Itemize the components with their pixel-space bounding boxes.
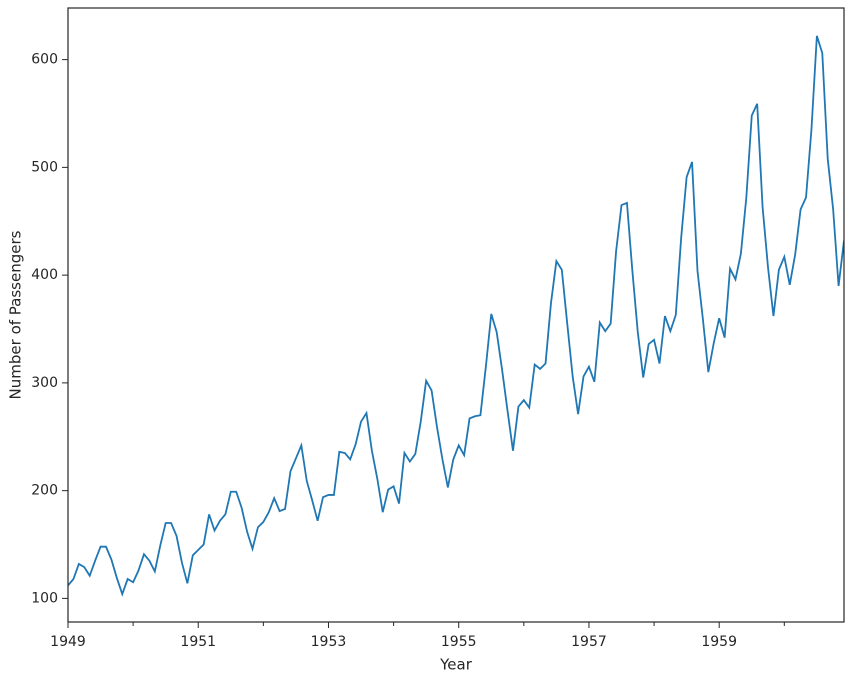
y-tick-label: 200 xyxy=(31,483,58,499)
y-tick-label: 400 xyxy=(31,267,58,283)
x-tick-label: 1953 xyxy=(311,634,347,650)
y-tick-label: 100 xyxy=(31,590,58,606)
y-tick-label: 300 xyxy=(31,375,58,391)
x-axis-label: Year xyxy=(439,656,473,674)
x-tick-label: 1959 xyxy=(701,634,737,650)
x-tick-label: 1955 xyxy=(441,634,477,650)
series-line xyxy=(68,35,844,597)
x-tick-label: 1949 xyxy=(50,634,86,650)
y-tick-label: 600 xyxy=(31,52,58,68)
y-tick-label: 500 xyxy=(31,159,58,175)
y-axis-label: Number of Passengers xyxy=(7,230,25,399)
x-tick-label: 1951 xyxy=(180,634,216,650)
plot-frame xyxy=(67,7,845,623)
x-tick-label: 1957 xyxy=(571,634,607,650)
